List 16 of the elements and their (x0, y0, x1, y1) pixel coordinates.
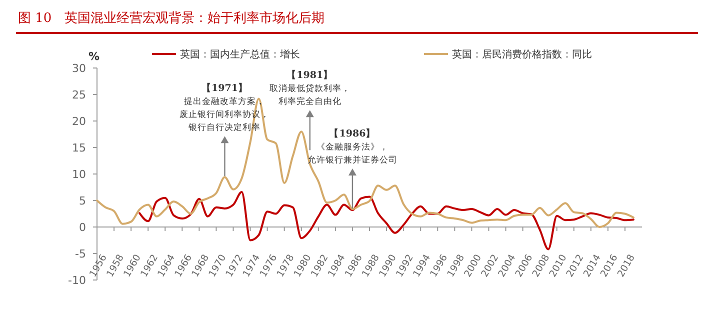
legend-label: 英国：国内生产总值：增长 (180, 48, 300, 60)
line-series (138, 191, 634, 250)
y-axis-title: % (88, 50, 100, 63)
y-tick-label: 0 (79, 220, 86, 234)
y-tick-label: 20 (72, 114, 86, 128)
y-tick-label: 10 (72, 168, 86, 181)
annotation: 【1981】取消最低贷款利率，利率完全自由化 (269, 69, 350, 108)
y-tick-label: -10 (68, 274, 86, 287)
y-tick-label: 15 (72, 141, 86, 154)
y-tick-label: 5 (79, 194, 86, 208)
y-tick-label: 30 (72, 62, 86, 75)
chart-title: 图 10 英国混业经营宏观背景：始于利率市场化后期 (18, 10, 325, 26)
y-tick-label: 25 (72, 88, 86, 102)
line-series (96, 98, 634, 228)
y-tick-label: -5 (75, 247, 86, 260)
legend-label: 英国：居民消费价格指数：同比 (452, 48, 592, 60)
